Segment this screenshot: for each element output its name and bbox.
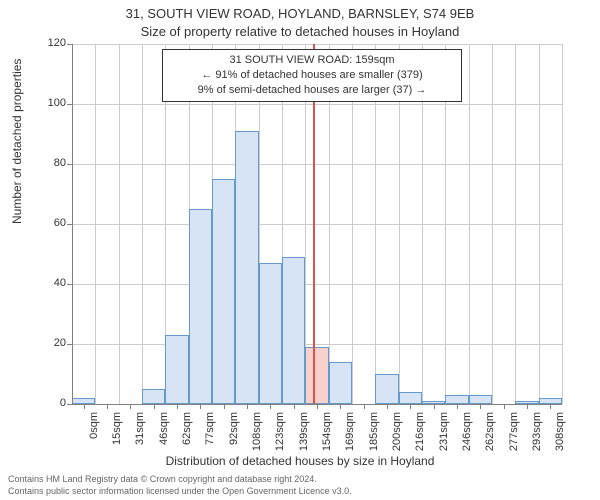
y-tick-label: 40 — [36, 277, 66, 289]
y-tick-label: 0 — [36, 397, 66, 409]
x-tick — [224, 404, 225, 409]
x-tick-label: 293sqm — [531, 412, 543, 451]
y-axis-label: Number of detached properties — [10, 59, 24, 224]
x-tick-label: 31sqm — [134, 412, 146, 445]
x-tick-label: 308sqm — [554, 412, 566, 451]
annotation-line-3: 9% of semi-detached houses are larger (3… — [167, 83, 457, 98]
x-tick-label: 46sqm — [158, 412, 170, 445]
histogram-bar — [259, 263, 282, 404]
x-tick — [247, 404, 248, 409]
x-tick-label: 231sqm — [438, 412, 450, 451]
x-tick — [387, 404, 388, 409]
x-tick — [410, 404, 411, 409]
x-tick — [550, 404, 551, 409]
chart-container: 31, SOUTH VIEW ROAD, HOYLAND, BARNSLEY, … — [0, 0, 600, 500]
y-tick-label: 20 — [36, 337, 66, 349]
chart-title-sub: Size of property relative to detached ho… — [0, 24, 600, 39]
x-tick — [177, 404, 178, 409]
gridline-v — [492, 44, 493, 404]
gridline-v — [142, 44, 143, 404]
x-tick — [317, 404, 318, 409]
gridline — [72, 344, 562, 345]
histogram-bar — [329, 362, 352, 404]
x-tick — [340, 404, 341, 409]
x-tick-label: 139sqm — [298, 412, 310, 451]
x-tick — [200, 404, 201, 409]
y-tick-label: 80 — [36, 157, 66, 169]
x-tick — [480, 404, 481, 409]
x-tick — [294, 404, 295, 409]
histogram-bar — [235, 131, 258, 404]
gridline — [72, 164, 562, 165]
x-tick-label: 216sqm — [414, 412, 426, 451]
histogram-bar — [399, 392, 422, 404]
gridline-v — [562, 44, 563, 404]
y-tick-label: 60 — [36, 217, 66, 229]
x-tick-label: 123sqm — [274, 412, 286, 451]
gridline-v — [95, 44, 96, 404]
y-axis-line — [72, 44, 73, 404]
gridline — [72, 224, 562, 225]
histogram-bar — [445, 395, 468, 404]
x-tick-label: 200sqm — [391, 412, 403, 451]
gridline — [72, 44, 562, 45]
x-tick-label: 62sqm — [181, 412, 193, 445]
x-axis-label: Distribution of detached houses by size … — [0, 454, 600, 468]
x-tick-label: 185sqm — [368, 412, 380, 451]
x-tick-label: 15sqm — [111, 412, 123, 445]
y-tick-label: 100 — [36, 97, 66, 109]
gridline-v — [515, 44, 516, 404]
chart-title-main: 31, SOUTH VIEW ROAD, HOYLAND, BARNSLEY, … — [0, 6, 600, 21]
gridline-v — [469, 44, 470, 404]
x-tick-label: 169sqm — [344, 412, 356, 451]
x-tick — [457, 404, 458, 409]
footer-line-2: Contains public sector information licen… — [8, 486, 352, 498]
annotation-box: 31 SOUTH VIEW ROAD: 159sqm ← 91% of deta… — [162, 49, 462, 102]
gridline-v — [119, 44, 120, 404]
x-tick-label: 262sqm — [484, 412, 496, 451]
footer-line-1: Contains HM Land Registry data © Crown c… — [8, 474, 352, 486]
x-tick-label: 108sqm — [251, 412, 263, 451]
x-tick — [107, 404, 108, 409]
x-tick-label: 0sqm — [88, 412, 100, 439]
x-tick — [434, 404, 435, 409]
x-tick-label: 246sqm — [461, 412, 473, 451]
annotation-line-2: ← 91% of detached houses are smaller (37… — [167, 68, 457, 83]
x-tick-label: 154sqm — [321, 412, 333, 451]
x-tick — [527, 404, 528, 409]
histogram-bar — [212, 179, 235, 404]
footer-attribution: Contains HM Land Registry data © Crown c… — [8, 474, 352, 497]
histogram-bar — [189, 209, 212, 404]
x-tick — [504, 404, 505, 409]
x-tick-label: 77sqm — [204, 412, 216, 445]
x-tick — [130, 404, 131, 409]
histogram-bar — [142, 389, 165, 404]
annotation-line-1: 31 SOUTH VIEW ROAD: 159sqm — [167, 53, 457, 68]
histogram-bar — [282, 257, 305, 404]
x-tick — [270, 404, 271, 409]
x-tick — [154, 404, 155, 409]
histogram-bar — [469, 395, 492, 404]
gridline — [72, 104, 562, 105]
histogram-bar — [375, 374, 398, 404]
y-tick-label: 120 — [36, 37, 66, 49]
x-tick — [364, 404, 365, 409]
histogram-bar — [305, 347, 328, 404]
x-tick-label: 277sqm — [508, 412, 520, 451]
x-tick-label: 92sqm — [228, 412, 240, 445]
gridline-v — [539, 44, 540, 404]
gridline — [72, 284, 562, 285]
x-tick — [84, 404, 85, 409]
histogram-bar — [165, 335, 188, 404]
